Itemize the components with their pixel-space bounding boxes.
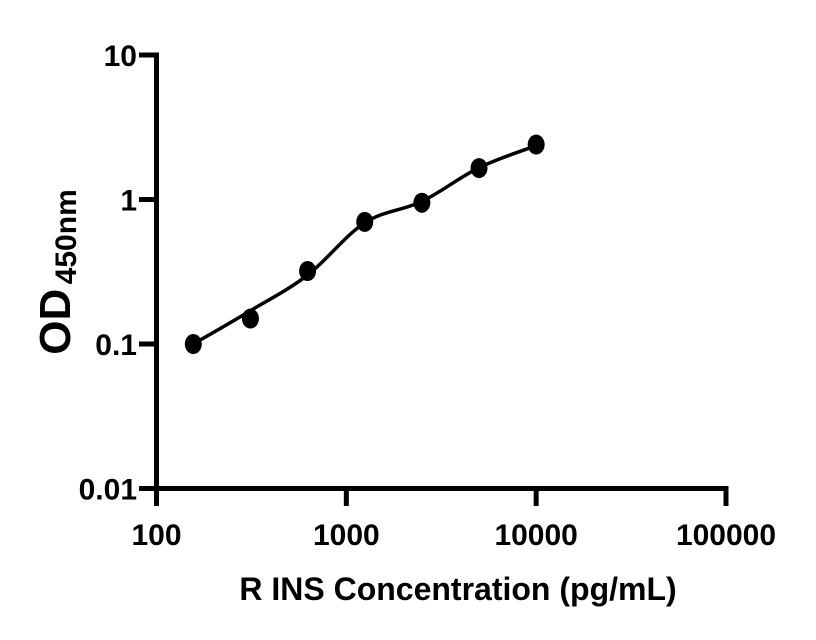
series-layer	[184, 134, 545, 354]
x-tick-label: 100000	[676, 519, 776, 552]
data-point-marker	[413, 192, 431, 213]
x-axis-title: R INS Concentration (pg/mL)	[239, 571, 676, 607]
y-tick-label: 0.1	[95, 329, 137, 362]
y-tick-label: 1	[120, 184, 137, 217]
y-axis-title: OD 450nm	[31, 189, 83, 355]
data-point-marker	[241, 308, 259, 329]
x-tick-label: 10000	[494, 519, 577, 552]
data-point-marker	[184, 334, 202, 354]
data-point-marker	[470, 158, 488, 179]
data-point-marker	[356, 211, 374, 232]
y-tick-label: 10	[104, 40, 137, 73]
y-tick-label: 0.01	[79, 473, 137, 506]
axes-layer: 10 1 0.1 0.01 100 1000 10000 100000	[79, 40, 776, 552]
data-point-marker	[299, 261, 317, 282]
axis-spine	[154, 52, 729, 491]
data-point-marker	[527, 134, 545, 155]
y-axis-title-main: OD	[31, 289, 80, 355]
x-tick-label: 1000	[313, 519, 380, 552]
y-axis-title-subscript: 450nm	[50, 189, 83, 284]
x-tick-label: 100	[131, 519, 181, 552]
